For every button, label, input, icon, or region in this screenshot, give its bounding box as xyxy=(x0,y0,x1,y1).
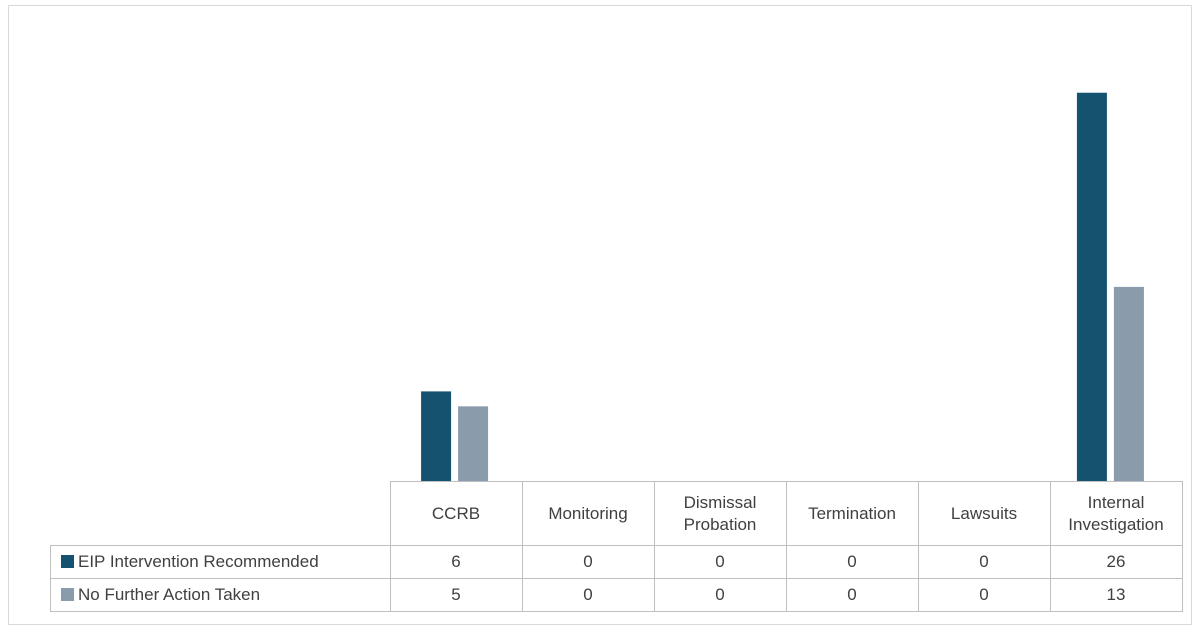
bar xyxy=(1076,92,1107,481)
series-row: EIP Intervention Recommended 6 0 0 0 0 26 xyxy=(50,545,1183,579)
header-row: CCRB Monitoring Dismissal Probation Termina… xyxy=(50,481,1183,546)
category-label: Monitoring xyxy=(548,503,628,523)
category-label: Termination xyxy=(808,503,896,523)
value-cell: 0 xyxy=(917,578,1051,612)
value-cell: 0 xyxy=(521,578,655,612)
value-cell: 13 xyxy=(1049,578,1183,612)
value-cell: 6 xyxy=(389,545,523,579)
series-row: No Further Action Taken 5 0 0 0 0 13 xyxy=(50,578,1183,612)
value-cell: 0 xyxy=(653,545,787,579)
chart-frame xyxy=(8,5,1192,625)
bar xyxy=(1113,286,1144,481)
category-cell: Termination xyxy=(785,481,919,546)
category-cell: Lawsuits xyxy=(917,481,1051,546)
bar xyxy=(458,406,489,481)
category-label: CCRB xyxy=(431,503,481,523)
value-cell: 0 xyxy=(653,578,787,612)
value-cell: 0 xyxy=(785,545,919,579)
value-cell: 0 xyxy=(521,545,655,579)
value-cell: 5 xyxy=(389,578,523,612)
bar xyxy=(421,391,452,481)
corner-cell xyxy=(50,481,391,546)
legend-key xyxy=(61,555,74,568)
category-cell: Monitoring xyxy=(521,481,655,546)
category-label: Internal Investigation xyxy=(1068,492,1164,534)
category-cell: CCRB xyxy=(389,481,523,546)
category-label: Lawsuits xyxy=(950,503,1018,523)
value-cell: 26 xyxy=(1049,545,1183,579)
legend-label: EIP Intervention Recommended xyxy=(78,552,319,571)
category-cell: Internal Investigation xyxy=(1049,481,1183,546)
legend-cell: EIP Intervention Recommended xyxy=(50,545,391,579)
value-cell: 0 xyxy=(917,545,1051,579)
legend-label: No Further Action Taken xyxy=(78,585,261,604)
value-cell: 0 xyxy=(785,578,919,612)
category-cell: Dismissal Probation xyxy=(653,481,787,546)
legend-key xyxy=(61,588,74,601)
category-label: Dismissal Probation xyxy=(683,492,757,534)
data-table: CCRB Monitoring Dismissal Probation Termina… xyxy=(50,481,1183,612)
legend-cell: No Further Action Taken xyxy=(50,578,391,612)
